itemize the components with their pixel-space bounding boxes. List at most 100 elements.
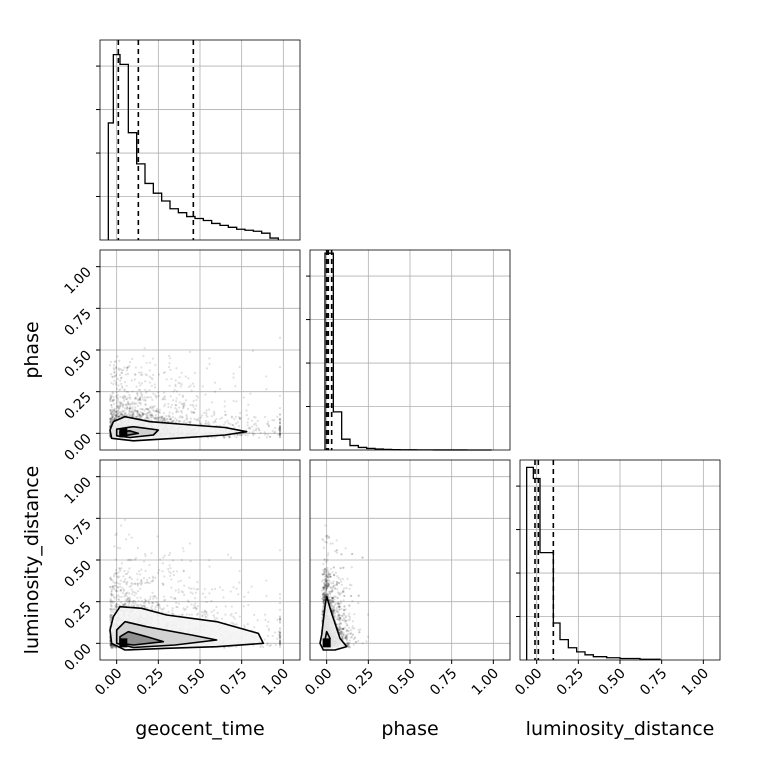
scatter-point [178,393,180,395]
scatter-point [233,426,235,428]
scatter-point [279,366,281,368]
scatter-point [177,580,179,582]
scatter-point [144,555,146,557]
scatter-point [155,606,157,608]
scatter-point [211,401,213,403]
scatter-point [181,416,183,418]
scatter-point [214,437,216,439]
scatter-point [179,401,181,403]
scatter-point [228,436,230,438]
scatter-point [243,624,245,626]
scatter-point [111,395,113,397]
scatter-point [135,366,137,368]
scatter-point [163,412,165,414]
scatter-point [279,413,281,415]
scatter-point [214,391,216,393]
scatter-point [158,373,160,375]
scatter-point [279,646,281,648]
scatter-point [155,601,157,603]
scatter-point [113,371,115,373]
scatter-point [131,390,133,392]
scatter-point [212,421,214,423]
scatter-point [268,425,270,427]
scatter-point [239,418,241,420]
scatter-point [181,559,183,561]
scatter-point [137,585,139,587]
scatter-point [156,535,158,537]
scatter-point [119,396,121,398]
scatter-point [216,612,218,614]
scatter-point [267,635,269,637]
scatter-point [264,433,266,435]
scatter-point [123,400,125,402]
scatter-point [117,412,119,414]
scatter-point [131,588,133,590]
scatter-point [267,621,269,623]
scatter-point [178,406,180,408]
scatter-point [148,410,150,412]
scatter-point [211,611,213,613]
scatter-point [181,372,183,374]
scatter-point [117,407,119,409]
scatter-point [111,375,113,377]
scatter-point [136,395,138,397]
scatter-point [267,421,269,423]
scatter-point [274,431,276,433]
scatter-point [183,570,185,572]
scatter-point [166,418,168,420]
histogram-luminosity_distance [527,467,660,660]
scatter-point [139,401,141,403]
scatter-point [113,396,115,398]
hist-panel-luminosity_distance [516,460,720,660]
scatter-point [169,369,171,371]
scatter-point [140,569,142,571]
scatter-point [110,373,112,375]
scatter-point [192,607,194,609]
scatter-point [167,568,169,570]
scatter-point [114,534,116,536]
scatter-point [168,366,170,368]
scatter-point [109,421,111,423]
scatter-point [183,406,185,408]
scatter-point [140,392,142,394]
scatter-point [195,592,197,594]
scatter-point [151,580,153,582]
scatter-point [255,429,257,431]
hist-panel-geocent_time [96,40,300,240]
scatter-point [109,577,111,579]
scatter-point [269,645,271,647]
scatter-point [231,416,233,418]
scatter-point [149,376,151,378]
scatter-point [136,413,138,415]
scatter-point [214,419,216,421]
scatter-point [247,591,249,593]
scatter-point [272,635,274,637]
scatter-point [279,609,281,611]
scatter-point [175,411,177,413]
scatter-point [151,601,153,603]
scatter-point [131,408,133,410]
scatter-point [186,416,188,418]
scatter-point [141,396,143,398]
scatter-point [183,404,185,406]
scatter-point [140,597,142,599]
scatter-point [235,423,237,425]
scatter-point [126,398,128,400]
scatter-point [181,590,183,592]
scatter-point [276,416,278,418]
scatter-point [176,570,178,572]
scatter-point [192,383,194,385]
scatter-point [157,391,159,393]
scatter-point [219,586,221,588]
scatter-point [206,601,208,603]
scatter-point [166,378,168,380]
scatter-point [141,374,143,376]
scatter-point [139,384,141,386]
scatter-point [109,409,111,411]
scatter-point [128,410,130,412]
scatter-point [255,422,257,424]
scatter-point [197,419,199,421]
scatter-point [112,391,114,393]
scatter-point [178,410,180,412]
scatter-point [188,614,190,616]
